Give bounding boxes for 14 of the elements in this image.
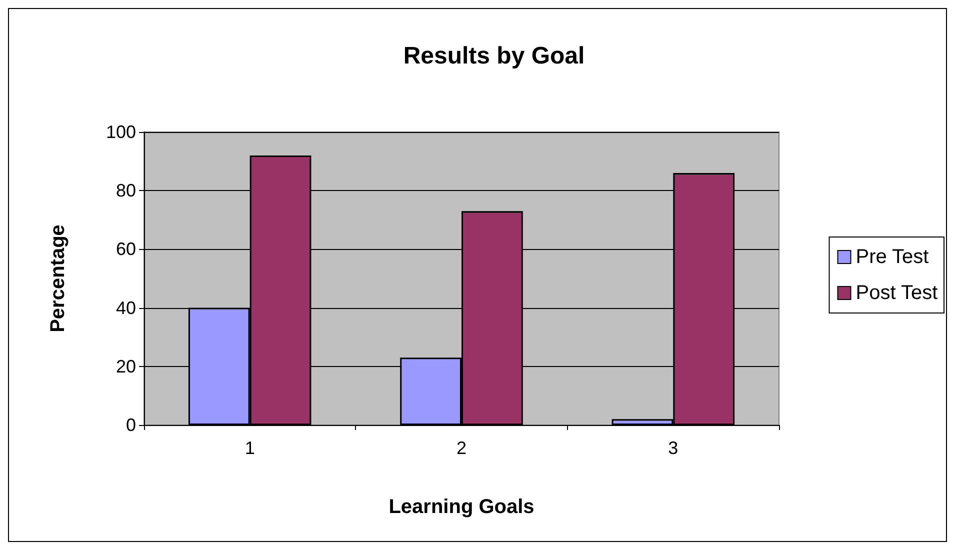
legend-label: Pre Test (856, 246, 930, 268)
x-axis-title: Learning Goals (388, 496, 534, 518)
y-axis-title: Percentage (47, 224, 69, 332)
y-tick-label: 40 (116, 298, 136, 318)
legend-label: Post Test (856, 282, 938, 304)
y-tick-label: 80 (116, 180, 136, 201)
y-tick-label: 60 (116, 239, 136, 260)
x-tick-label: 3 (668, 438, 678, 458)
chart-title: Results by Goal (403, 42, 585, 70)
y-tick-label: 0 (126, 415, 136, 435)
x-tick-label: 2 (456, 438, 467, 458)
x-tick-label: 1 (244, 438, 255, 458)
y-tick-label: 20 (116, 356, 136, 376)
y-tick-label: 100 (106, 122, 136, 142)
